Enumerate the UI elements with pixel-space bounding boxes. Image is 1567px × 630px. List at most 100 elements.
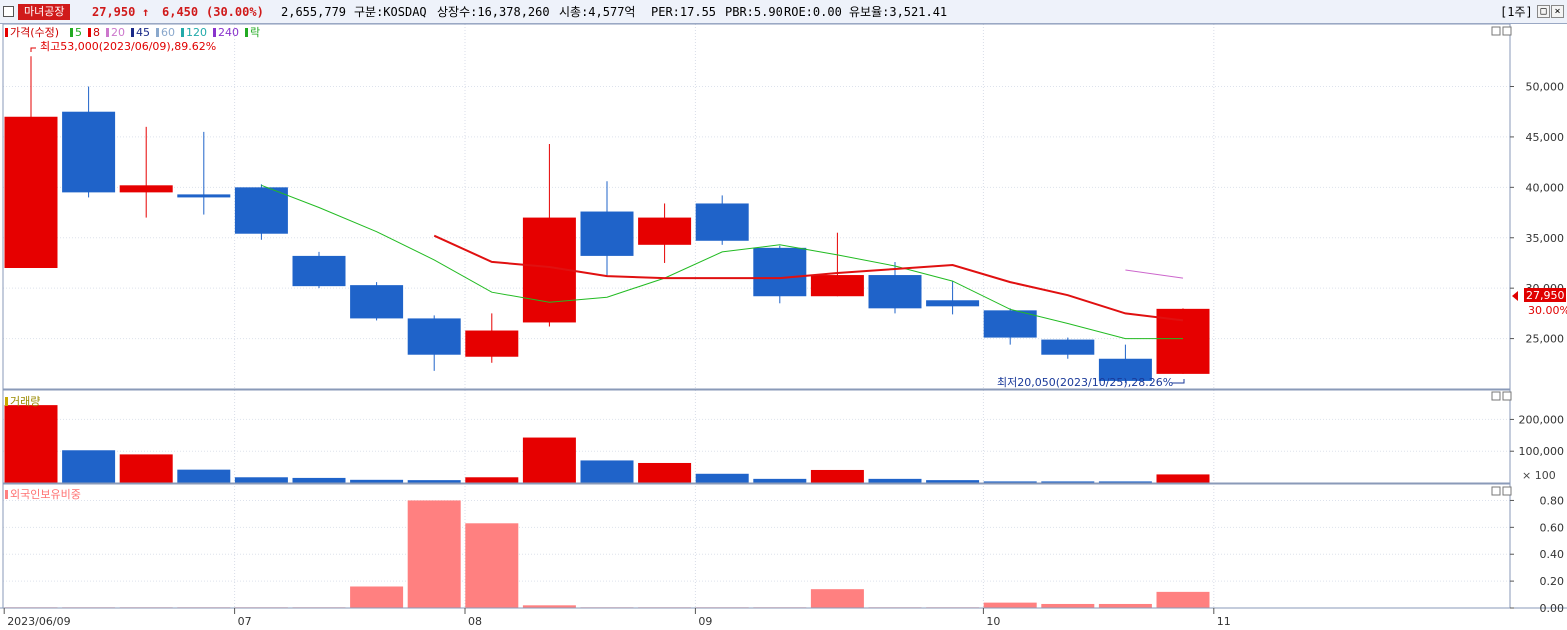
legend-label: 가격(수정)	[10, 26, 59, 39]
foreign-ratio-bar	[407, 500, 461, 608]
select-checkbox[interactable]	[3, 6, 14, 17]
volume-bar	[638, 462, 692, 483]
candle-body	[1098, 358, 1152, 381]
volume-unit: × 100	[1522, 469, 1556, 482]
volume-bar	[580, 460, 634, 483]
high-annotation-arrow-icon	[30, 47, 36, 52]
candle-body	[177, 194, 231, 198]
candle-body	[753, 247, 807, 297]
market-cap: 시총:4,577억	[559, 5, 636, 19]
foreign-panel-close-icon[interactable]	[1502, 486, 1512, 496]
legend-marker	[88, 28, 91, 37]
volume-bar	[1156, 474, 1210, 483]
foreign-ratio-bar	[522, 605, 576, 608]
price-y-tick-label: 25,000	[1526, 333, 1565, 346]
restore-icon[interactable]: □	[1537, 5, 1550, 18]
legend-label: 240	[218, 26, 239, 39]
legend-marker	[213, 28, 216, 37]
volume-panel-title: 거래량	[10, 395, 40, 408]
volume-bar	[4, 405, 58, 483]
volume-bar	[695, 473, 749, 483]
legend-label: 45	[136, 26, 150, 39]
candle-body	[983, 310, 1037, 338]
price-change-percent: (30.00%)	[206, 5, 264, 19]
foreign-y-tick-label: 0.80	[1540, 494, 1565, 507]
volume-bar	[465, 477, 519, 483]
foreign-ratio-bar	[983, 602, 1037, 608]
reserve-ratio: 유보율:3,521.41	[849, 5, 948, 19]
market-type: 구분:KOSDAQ	[354, 5, 427, 19]
roe-value: ROE:0.00	[784, 5, 842, 19]
x-tick-label: 2023/06/09	[7, 615, 70, 628]
foreign-y-tick-label: 0.20	[1540, 575, 1565, 588]
price-y-tick-label: 40,000	[1526, 181, 1565, 194]
x-tick-label: 08	[468, 615, 482, 628]
panel-minimize-icon[interactable]	[1491, 26, 1501, 36]
legend-label: 120	[186, 26, 207, 39]
legend-marker	[70, 28, 73, 37]
current-price: 27,950	[92, 5, 136, 19]
volume-bar	[753, 478, 807, 483]
legend-marker	[156, 28, 159, 37]
candle-body	[465, 330, 519, 357]
high-annotation: 최고53,000(2023/06/09),89.62%	[40, 40, 216, 53]
pbr-value: PBR:5.90	[725, 5, 783, 19]
legend-marker	[131, 28, 134, 37]
foreign-panel-minimize-icon[interactable]	[1491, 486, 1501, 496]
price-legend: 가격(수정) 5 8 20 45 60 120 240 락	[5, 26, 260, 39]
volume-bar	[292, 477, 346, 483]
legend-label: 20	[111, 26, 125, 39]
volume-bar	[350, 479, 404, 483]
x-tick-label: 11	[1217, 615, 1231, 628]
volume-bar	[1041, 481, 1095, 483]
candle-body	[407, 318, 461, 355]
volume-legend-marker	[5, 397, 8, 406]
price-marker-icon	[1512, 291, 1518, 301]
volume-bar	[177, 469, 231, 483]
candle-body	[292, 255, 346, 287]
panel-frame	[2, 389, 1511, 484]
foreign-ratio-bar	[1156, 591, 1210, 608]
candle-body	[580, 211, 634, 256]
foreign-ratio-bar	[1098, 603, 1152, 608]
volume-y-tick-label: 200,000	[1519, 413, 1565, 426]
axes: 2023/06/09070809101125,00030,00035,00040…	[0, 24, 1567, 628]
moving-average-lines	[261, 184, 1184, 340]
trade-volume: 2,655,779	[281, 5, 347, 19]
foreign-y-tick-label: 0.60	[1540, 521, 1565, 534]
volume-bar	[1098, 481, 1152, 483]
foreign-ratio-bar	[350, 586, 404, 608]
last-price-tag-text: 27,950	[1526, 289, 1565, 302]
panel-frame	[2, 24, 1511, 390]
period-selector[interactable]: [1주]	[1500, 5, 1533, 19]
foreign-y-tick-label: 0.40	[1540, 548, 1565, 561]
ma-line-20	[1125, 269, 1184, 279]
panel-close-icon[interactable]	[1502, 26, 1512, 36]
foreign-panel-title: 외국인보유비중	[10, 488, 81, 501]
volume-bar	[522, 437, 576, 483]
price-change: 6,450	[162, 5, 199, 19]
close-icon[interactable]: ×	[1551, 5, 1564, 18]
candle-body	[1041, 339, 1095, 355]
candle-body	[234, 187, 288, 234]
volume-panel-minimize-icon[interactable]	[1491, 391, 1501, 401]
x-tick-label: 07	[238, 615, 252, 628]
legend-marker	[245, 28, 248, 37]
volume-panel-close-icon[interactable]	[1502, 391, 1512, 401]
price-panel-controls[interactable]	[1491, 26, 1512, 496]
candle-body	[638, 217, 692, 245]
listed-shares: 상장수:16,378,260	[437, 5, 550, 19]
candle-body	[62, 111, 116, 193]
legend-label: 5	[75, 26, 82, 39]
volume-bar	[926, 480, 980, 483]
ma-line-5	[261, 184, 1183, 340]
ma-line-8	[433, 234, 1184, 322]
stock-name-badge[interactable]: 마녀공장	[18, 4, 71, 20]
price-y-tick-label: 45,000	[1526, 131, 1565, 144]
volume-bar	[62, 450, 116, 483]
foreign-legend-marker	[5, 490, 8, 499]
stock-info-bar: 마녀공장 27,950 ↑ 6,450 (30.00%) 2,655,779 구…	[0, 0, 1567, 24]
low-annotation: 최저20,050(2023/10/25),28.26%	[997, 376, 1173, 389]
candle-body	[926, 300, 980, 307]
candle-body	[350, 285, 404, 319]
